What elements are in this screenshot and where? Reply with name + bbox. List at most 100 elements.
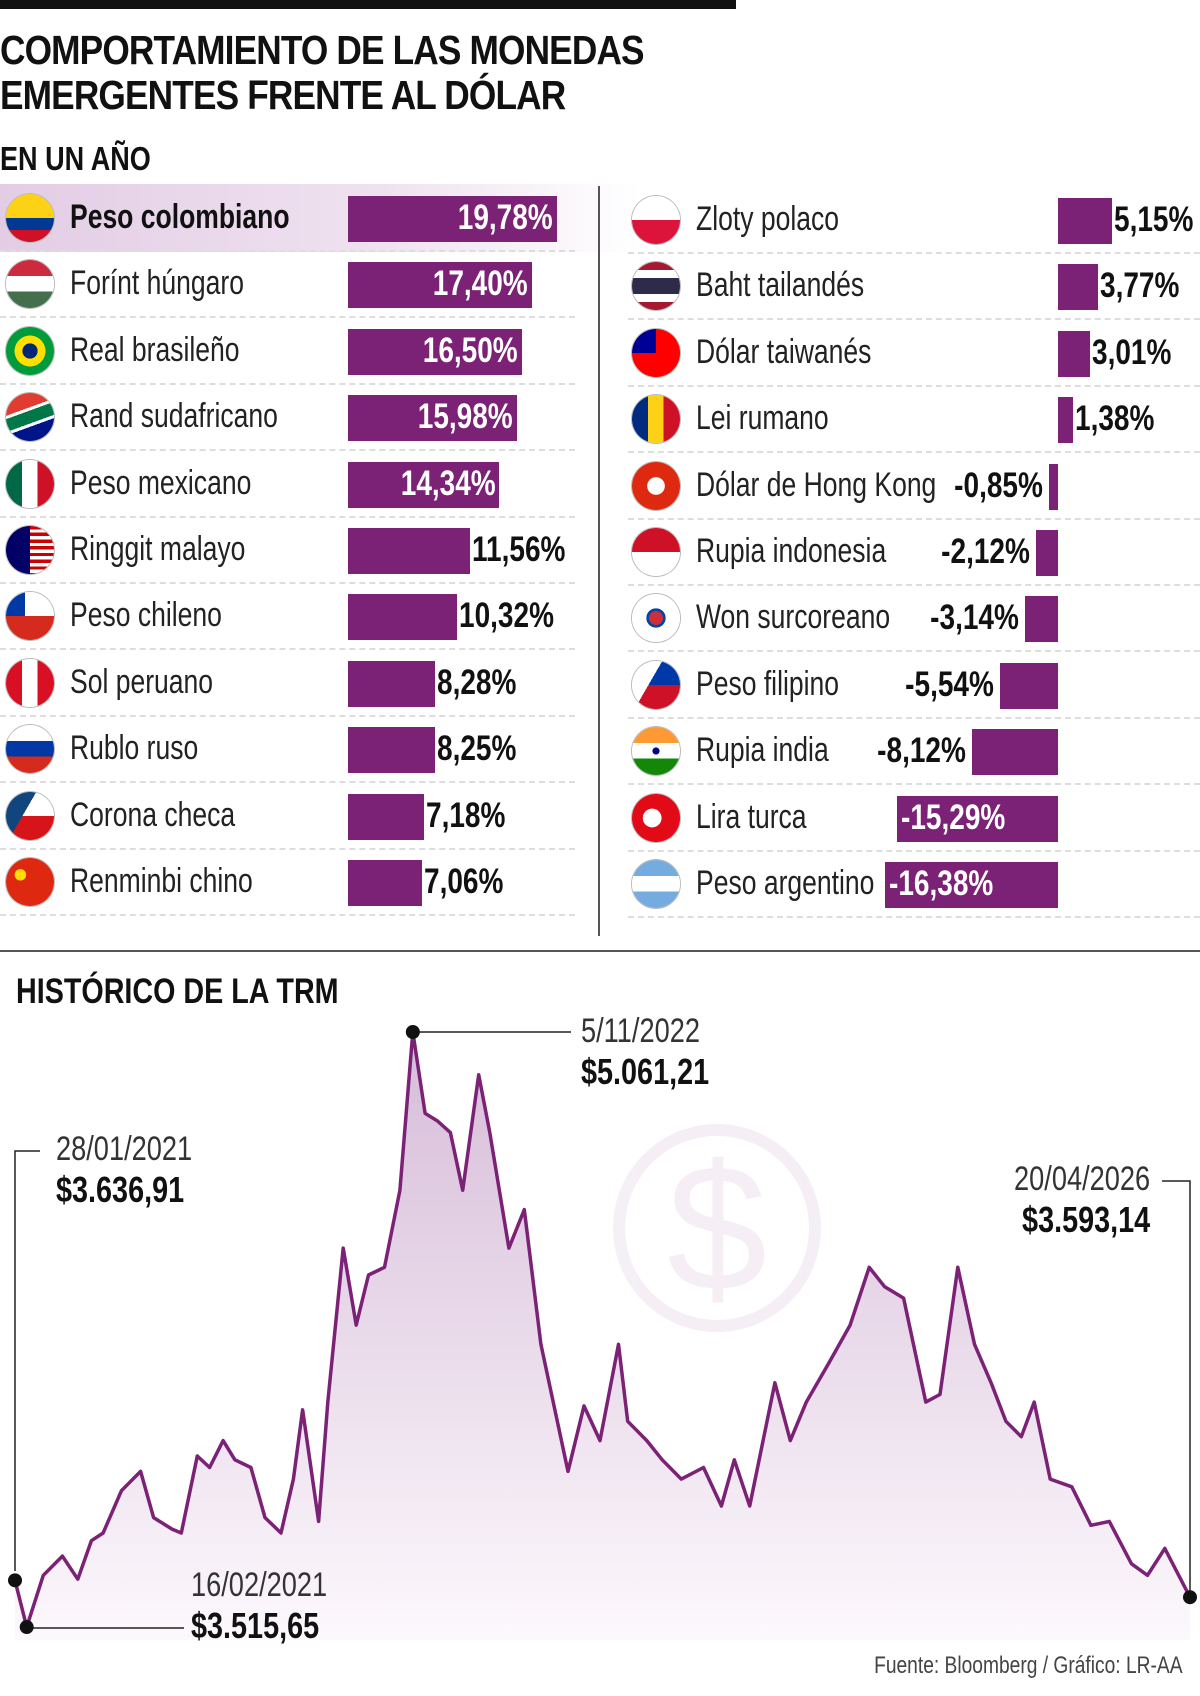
flag-pl-icon — [632, 196, 680, 244]
currency-row: Renminbi chino 7,06% — [0, 850, 575, 916]
value-bar — [348, 727, 436, 774]
row-separator — [0, 316, 575, 319]
value-bar — [348, 793, 424, 840]
currency-name: Rublo ruso — [70, 729, 199, 768]
annotated-point — [405, 1025, 420, 1039]
value-label: 10,32% — [458, 596, 554, 636]
row-separator — [0, 582, 575, 584]
value-label: 5,15% — [1114, 200, 1194, 239]
currency-row: Peso mexicano 14,34% — [0, 452, 575, 518]
currency-row: Corona checa 7,18% — [0, 784, 575, 850]
dollar-coin-icon: $ — [613, 1124, 821, 1332]
value-bar — [348, 860, 423, 906]
annotated-point — [19, 1620, 34, 1635]
flag-ru-icon — [6, 725, 54, 774]
annotation-peak: 5/11/2022 $5.061,21 — [581, 1012, 709, 1093]
row-separator — [628, 783, 1200, 786]
value-label: 8,25% — [437, 729, 517, 769]
value-bar — [1058, 264, 1098, 311]
value-bar — [348, 262, 532, 309]
value-bar — [896, 795, 1058, 842]
currency-name: Rand sudafricano — [70, 397, 278, 436]
value-label: 14,34% — [400, 463, 496, 503]
row-separator — [628, 716, 1200, 719]
row-separator — [628, 517, 1200, 520]
currency-name: Peso filipino — [696, 664, 840, 703]
value-bar — [348, 528, 470, 574]
annotation-date: 20/04/2026 — [1013, 1160, 1150, 1198]
annotation-value: $3.593,14 — [1021, 1199, 1150, 1240]
row-separator — [0, 847, 575, 850]
row-separator — [628, 384, 1200, 387]
flag-tw-icon — [632, 328, 680, 377]
chart-title: HISTÓRICO DE LA TRM — [16, 972, 339, 1011]
value-bar — [348, 594, 457, 641]
currency-name: Real brasileño — [70, 330, 240, 369]
currency-name: Baht tailandés — [696, 266, 865, 305]
section-subtitle: EN UN AÑO — [0, 140, 151, 177]
trm-area — [15, 1032, 1190, 1640]
row-separator — [628, 318, 1200, 321]
value-label: 11,56% — [471, 530, 566, 569]
currency-row: Sol peruano 8,28% — [0, 651, 575, 717]
currency-name: Lira turca — [696, 797, 807, 836]
flag-hk-icon — [632, 461, 680, 510]
currency-row: Ringgit malayo 11,56% — [0, 518, 575, 584]
flag-pe-icon — [6, 658, 54, 707]
value-label: 1,38% — [1074, 399, 1154, 439]
flag-za-icon — [6, 393, 54, 442]
flag-co-icon — [6, 194, 54, 242]
leader-start — [14, 1150, 40, 1571]
flag-ph-icon — [632, 660, 680, 709]
flag-hu-icon — [6, 260, 54, 309]
row-separator — [628, 252, 1200, 254]
leader-end — [1162, 1180, 1191, 1598]
currency-row: Zloty polaco 5,15% — [628, 188, 1200, 254]
currency-name: Dólar de Hong Kong — [696, 465, 937, 504]
currency-row: Rublo ruso 8,25% — [0, 717, 575, 784]
annotated-point — [1183, 1590, 1197, 1605]
currency-name: Peso argentino — [696, 864, 875, 902]
value-bar — [348, 395, 517, 442]
currency-row: Forínt húngaro 17,40% — [0, 252, 575, 319]
flag-ar-icon — [632, 860, 680, 908]
row-separator — [0, 714, 575, 717]
value-label: 7,18% — [425, 795, 506, 835]
value-label: 3,01% — [1091, 332, 1172, 372]
row-separator — [0, 648, 575, 651]
value-label: 7,06% — [424, 862, 504, 901]
row-separator — [628, 849, 1200, 852]
currency-row: Rand sudafricano 15,98% — [0, 385, 575, 452]
currency-name: Dólar taiwanés — [696, 332, 872, 371]
page-title: COMPORTAMIENTO DE LAS MONEDAS EMERGENTES… — [0, 27, 645, 118]
annotation-end: 20/04/2026 $3.593,14 — [1014, 1160, 1150, 1241]
value-label: -0,85% — [954, 465, 1044, 505]
flag-br-icon — [6, 326, 54, 375]
title-line-1: COMPORTAMIENTO DE LAS MONEDAS — [0, 27, 645, 73]
currency-name: Ringgit malayo — [70, 530, 246, 568]
value-label: -16,38% — [889, 864, 994, 903]
value-bar — [1024, 596, 1058, 643]
value-bar — [348, 660, 436, 707]
value-bar — [1058, 198, 1113, 244]
value-bar — [885, 862, 1058, 908]
currency-name: Sol peruano — [70, 662, 214, 701]
top-rule — [0, 0, 736, 9]
row-separator — [0, 781, 575, 784]
annotation-date: 28/01/2021 — [56, 1130, 193, 1168]
row-separator — [628, 916, 1200, 918]
value-bar — [999, 662, 1058, 709]
flag-tr-icon — [632, 793, 680, 842]
row-separator — [628, 650, 1200, 653]
value-label: 16,50% — [423, 330, 519, 370]
currency-row: Lei rumano 1,38% — [628, 387, 1200, 454]
column-divider — [598, 186, 600, 936]
row-separator — [0, 914, 575, 916]
value-label: -2,12% — [940, 532, 1030, 571]
value-bar — [348, 461, 500, 508]
value-label: 19,78% — [457, 198, 553, 237]
currency-name: Renminbi chino — [70, 862, 253, 900]
row-separator — [0, 449, 575, 452]
currency-row: Baht tailandés 3,77% — [628, 254, 1200, 321]
value-bar — [348, 328, 523, 375]
